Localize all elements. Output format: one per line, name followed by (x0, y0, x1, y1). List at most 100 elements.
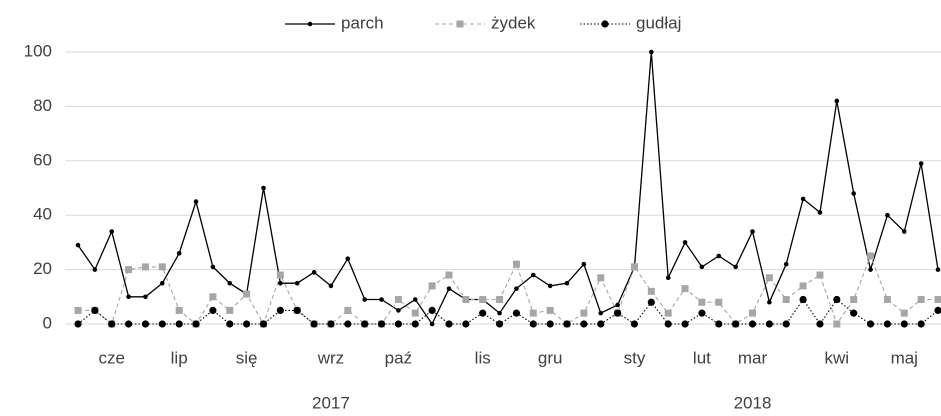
data-point (126, 294, 131, 300)
legend-label: żydek (491, 13, 536, 32)
data-point (311, 270, 317, 275)
legend-marker (601, 20, 609, 28)
data-point (665, 275, 671, 281)
data-point (816, 320, 824, 328)
data-point (934, 306, 941, 314)
data-point (344, 306, 352, 314)
data-point (496, 296, 504, 304)
data-point (361, 320, 369, 328)
data-point (210, 264, 216, 270)
data-point (209, 306, 217, 314)
data-point (715, 320, 723, 328)
legend-label: gudłaj (636, 13, 681, 32)
data-point (377, 320, 386, 328)
data-point (379, 297, 384, 302)
data-point (664, 309, 672, 317)
data-point (917, 320, 925, 328)
data-point (74, 320, 82, 328)
data-point (765, 320, 773, 328)
data-point (800, 196, 806, 202)
year-label: 2018 (734, 393, 772, 412)
x-tick-label: gru (538, 348, 563, 367)
data-point (935, 267, 941, 272)
data-point (900, 320, 908, 328)
y-tick-label: 100 (24, 41, 52, 60)
data-point (615, 302, 620, 308)
series-line (77, 51, 939, 326)
data-point (462, 296, 470, 304)
data-point (748, 320, 757, 328)
data-point (396, 308, 401, 313)
data-point (259, 320, 268, 328)
data-point (158, 263, 166, 271)
x-tick-label: cze (98, 348, 124, 367)
data-point (293, 306, 301, 314)
data-point (462, 320, 470, 328)
data-point (109, 229, 115, 234)
data-point (160, 280, 165, 286)
data-point (649, 49, 654, 55)
data-point (597, 320, 605, 328)
data-point (445, 271, 453, 279)
data-point (782, 296, 790, 304)
data-point (851, 191, 856, 196)
data-point (681, 285, 689, 293)
data-point (226, 306, 234, 314)
data-point (883, 296, 891, 304)
x-tick-label: wrz (317, 348, 344, 367)
y-tick-label: 0 (43, 313, 52, 332)
data-point (885, 212, 890, 218)
year-label: 2017 (312, 393, 350, 412)
data-point (799, 295, 807, 304)
data-point (580, 320, 588, 328)
data-point (411, 309, 419, 317)
data-point (698, 298, 706, 306)
data-point (74, 306, 82, 314)
data-point (176, 250, 182, 256)
data-point (598, 310, 604, 316)
data-point (514, 286, 519, 291)
data-point (647, 298, 655, 306)
legend-marker (456, 20, 464, 28)
data-point (900, 309, 908, 317)
data-point (816, 271, 824, 279)
x-tick-label: kwi (825, 348, 850, 367)
data-point (563, 320, 571, 328)
data-point (580, 309, 588, 317)
data-point (749, 309, 757, 317)
data-point (918, 161, 924, 166)
data-point (698, 309, 706, 317)
data-point (934, 296, 941, 304)
data-point (141, 263, 149, 271)
data-point (833, 320, 841, 328)
data-point (733, 264, 738, 270)
series-line (77, 298, 939, 325)
data-point (261, 185, 266, 191)
x-tick-label: lis (475, 348, 491, 367)
data-point (362, 297, 367, 302)
data-point (782, 320, 790, 328)
data-point (124, 320, 133, 328)
data-point (345, 256, 351, 262)
data-point (799, 282, 807, 290)
data-point (175, 320, 183, 328)
data-point (192, 320, 200, 328)
data-point (125, 266, 133, 274)
data-point (699, 264, 705, 270)
data-point (276, 306, 284, 314)
data-point (411, 320, 419, 328)
data-point (428, 282, 436, 290)
data-point (682, 240, 688, 245)
data-point (175, 306, 183, 314)
series-line (78, 254, 938, 326)
data-point (75, 242, 81, 248)
data-point (732, 320, 740, 328)
data-point (783, 261, 789, 267)
y-tick-label: 40 (33, 205, 52, 224)
data-point (91, 306, 99, 314)
data-point (479, 309, 487, 317)
data-point (92, 267, 98, 272)
data-point (497, 310, 502, 316)
data-point (243, 320, 251, 328)
